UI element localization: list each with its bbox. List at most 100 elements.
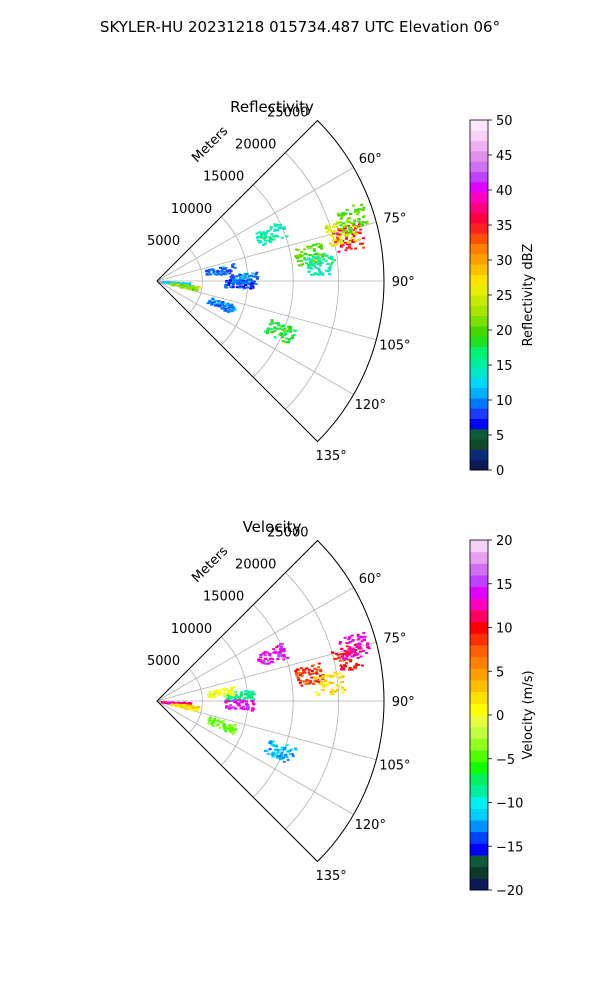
echo-gate	[279, 646, 283, 649]
echo-gate	[231, 283, 235, 286]
echo-gate	[296, 257, 299, 260]
echo-gate	[319, 264, 323, 267]
colorbar-segment	[470, 633, 488, 646]
echo-gate	[241, 285, 245, 288]
echo-gate	[227, 283, 231, 286]
echo-gate	[246, 277, 250, 280]
echo-gate	[340, 216, 344, 219]
echo-gate	[296, 668, 300, 671]
colorbar-segment	[470, 691, 488, 704]
echo-gate	[268, 241, 272, 243]
echo-gate	[250, 280, 254, 283]
echo-gate	[188, 284, 192, 287]
echo-gate	[353, 667, 357, 670]
echo-gate	[224, 303, 228, 305]
echo-gate	[339, 229, 343, 232]
echo-gate	[170, 283, 173, 286]
echo-gate	[319, 681, 323, 684]
azimuth-tick-label: 135°	[315, 449, 346, 464]
colorbar-segment	[470, 773, 488, 786]
echo-gate	[228, 730, 232, 733]
echo-gate	[340, 681, 344, 683]
echo-gate	[175, 703, 179, 706]
echo-gate	[313, 667, 317, 670]
echo-gate	[341, 244, 345, 247]
echo-gate	[332, 225, 336, 228]
echo-gate	[181, 283, 185, 286]
echo-gate	[346, 243, 350, 246]
echo-gate	[309, 680, 313, 683]
echo-gate	[268, 657, 272, 660]
echo-gate	[348, 646, 352, 649]
echo-gate	[354, 651, 357, 654]
echo-gate	[339, 224, 343, 227]
echo-gate	[347, 637, 351, 640]
echo-gate	[318, 683, 322, 686]
echo-gate	[363, 635, 367, 638]
echo-gate	[269, 237, 273, 240]
echo-gate	[345, 225, 349, 228]
echo-gate	[225, 279, 229, 282]
echo-gate	[232, 694, 236, 697]
echo-gate	[285, 756, 289, 759]
echo-gate	[349, 668, 353, 671]
echo-gate	[361, 224, 365, 227]
echo-gate	[208, 692, 212, 695]
echo-gate	[337, 656, 341, 659]
echo-gate	[348, 217, 352, 220]
azimuth-tick-label: 60°	[359, 152, 382, 167]
echo-gate	[351, 239, 355, 242]
echo-gate	[304, 253, 308, 256]
echo-gate	[226, 304, 230, 307]
echo-gate	[268, 748, 272, 751]
echo-gate	[221, 270, 225, 273]
echo-gate	[341, 657, 345, 660]
echo-gate	[321, 255, 324, 258]
echo-gate	[359, 650, 363, 653]
colorbar-tick-label: 15	[496, 578, 513, 593]
echo-gate	[349, 660, 352, 663]
echo-gate	[311, 672, 315, 675]
echo-gate	[248, 287, 252, 290]
echo-cluster	[257, 642, 290, 665]
echo-gate	[209, 716, 213, 719]
echo-gate	[359, 242, 362, 245]
colorbar: 0 5 10 15 20 25 30 35 40 45 50 Reflectivity dBZ	[469, 114, 536, 479]
echo-gate	[318, 271, 322, 274]
echo-gate	[334, 244, 337, 247]
echo-gate	[325, 224, 329, 227]
echo-gate	[314, 256, 318, 259]
echo-gate	[307, 668, 311, 671]
echo-gate	[246, 286, 250, 289]
echo-gate	[317, 267, 321, 270]
echo-gate	[281, 325, 285, 327]
echo-gate	[220, 307, 224, 310]
echo-gate	[186, 282, 190, 285]
echo-gate	[317, 662, 321, 665]
echo-gate	[339, 242, 343, 245]
echo-gate	[313, 272, 317, 275]
echo-gate	[348, 228, 352, 231]
echo-gate	[320, 676, 324, 679]
echo-gate	[348, 635, 352, 638]
echo-gate	[366, 642, 370, 645]
echo-gate	[324, 227, 328, 230]
echo-cluster	[224, 279, 256, 290]
echo-gate	[349, 247, 353, 250]
echo-gate	[216, 270, 220, 273]
echo-gate	[343, 636, 347, 639]
echo-gate	[329, 265, 333, 268]
echo-gate	[338, 641, 342, 644]
echo-gate	[277, 748, 281, 751]
echo-gate	[291, 337, 295, 339]
echo-gate	[279, 332, 283, 335]
echo-gate	[284, 341, 288, 344]
echo-gate	[329, 691, 333, 694]
echo-gate	[322, 258, 326, 261]
echo-gate	[226, 269, 229, 272]
echo-gate	[312, 249, 316, 252]
echo-gate	[284, 754, 287, 757]
echo-gate	[343, 650, 347, 652]
echo-gate	[304, 683, 308, 686]
echo-gate	[310, 254, 314, 257]
